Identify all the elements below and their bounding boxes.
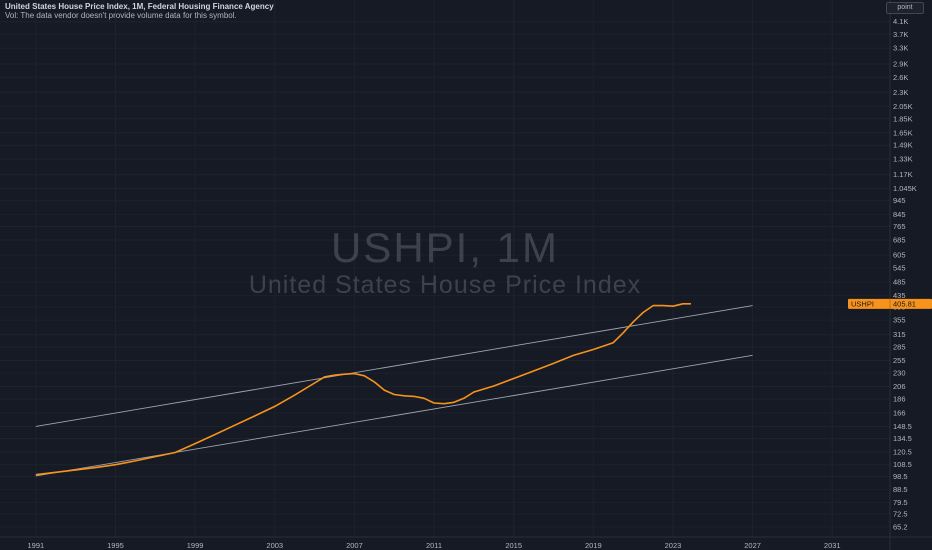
y-tick-label: 1.33K	[893, 155, 913, 164]
y-tick-label: 2.6K	[893, 73, 908, 82]
x-tick-label: 1999	[187, 541, 204, 550]
price-series	[35, 302, 691, 476]
y-tick-label: 765	[893, 222, 906, 231]
y-tick-label: 605	[893, 251, 906, 260]
y-tick-label: 285	[893, 342, 906, 351]
series-line-ushpi	[35, 302, 691, 476]
y-tick-label: 120.5	[893, 447, 912, 456]
watermark-name: United States House Price Index	[248, 271, 642, 299]
y-tick-label: 2.3K	[893, 88, 908, 97]
y-tick-label: 79.5	[893, 498, 908, 507]
y-tick-label: 435	[893, 291, 906, 300]
last-price-badge-bg	[848, 298, 932, 309]
y-tick-label: 1.65K	[893, 128, 913, 137]
y-tick-label: 4.1K	[893, 17, 908, 26]
y-tick-label: 3.3K	[893, 44, 908, 53]
y-tick-label: 545	[893, 263, 906, 272]
y-tick-label: 1.85K	[893, 114, 913, 123]
watermark-ticker: USHPI, 1M	[330, 224, 560, 271]
y-tick-label: 148.5	[893, 422, 912, 431]
x-tick-label: 2011	[426, 541, 442, 550]
y-tick-label: 98.5	[893, 472, 908, 481]
price-axis[interactable]: 4.1K 3.7K 3.3K 2.9K 2.6K 2.3K 2.05K 1.85K 1.65K 1…	[889, 0, 917, 550]
last-price-badge: USHPI 405.81	[848, 298, 932, 309]
y-tick-label: 134.5	[893, 434, 912, 443]
x-tick-label: 2023	[665, 541, 682, 550]
x-tick-label: 1991	[27, 541, 44, 550]
y-tick-label: 2.05K	[893, 102, 913, 111]
y-tick-label: 1.49K	[893, 141, 913, 150]
y-tick-label: 186	[893, 395, 906, 404]
y-tick-label: 72.5	[893, 509, 908, 518]
x-tick-label: 2003	[266, 541, 283, 550]
y-tick-label: 108.5	[893, 460, 912, 469]
x-tick-label: 2027	[744, 541, 761, 550]
grid-lines	[0, 0, 890, 537]
y-tick-label: 485	[893, 278, 906, 287]
y-tick-label: 255	[893, 356, 906, 365]
x-tick-label: 2007	[346, 541, 363, 550]
y-tick-label: 230	[893, 369, 906, 378]
x-tick-label: 2031	[824, 541, 841, 550]
time-axis[interactable]: 1991 1995 1999 2003 2007 2011 2015 2019 2023 2027…	[0, 536, 932, 550]
y-tick-label: 945	[893, 196, 906, 205]
y-tick-label: 315	[893, 330, 906, 339]
y-tick-label: 166	[893, 408, 906, 417]
channel-line	[35, 305, 753, 427]
y-tick-label: 65.2	[893, 522, 908, 531]
volume-note: Vol: The data vendor doesn't provide vol…	[5, 11, 237, 20]
y-tick-label: 2.9K	[893, 59, 908, 68]
scale-mode-button[interactable]: point	[886, 2, 924, 14]
chart-title: United States House Price Index, 1M, Fed…	[5, 2, 274, 11]
x-tick-label: 2015	[505, 541, 522, 550]
y-tick-label: 88.5	[893, 485, 908, 494]
y-tick-label: 1.045K	[893, 184, 917, 193]
y-tick-label: 206	[893, 382, 906, 391]
y-tick-label: 1.17K	[893, 170, 913, 179]
y-tick-label: 685	[893, 235, 906, 244]
y-tick-label: 355	[893, 316, 906, 325]
badge-series-name: USHPI	[851, 300, 874, 309]
badge-last-value: 405.81	[893, 300, 916, 309]
x-tick-label: 2019	[585, 541, 602, 550]
channel-lines	[35, 305, 753, 477]
x-tick-label: 1995	[107, 541, 124, 550]
y-tick-label: 3.7K	[893, 30, 908, 39]
y-tick-label: 845	[893, 210, 906, 219]
